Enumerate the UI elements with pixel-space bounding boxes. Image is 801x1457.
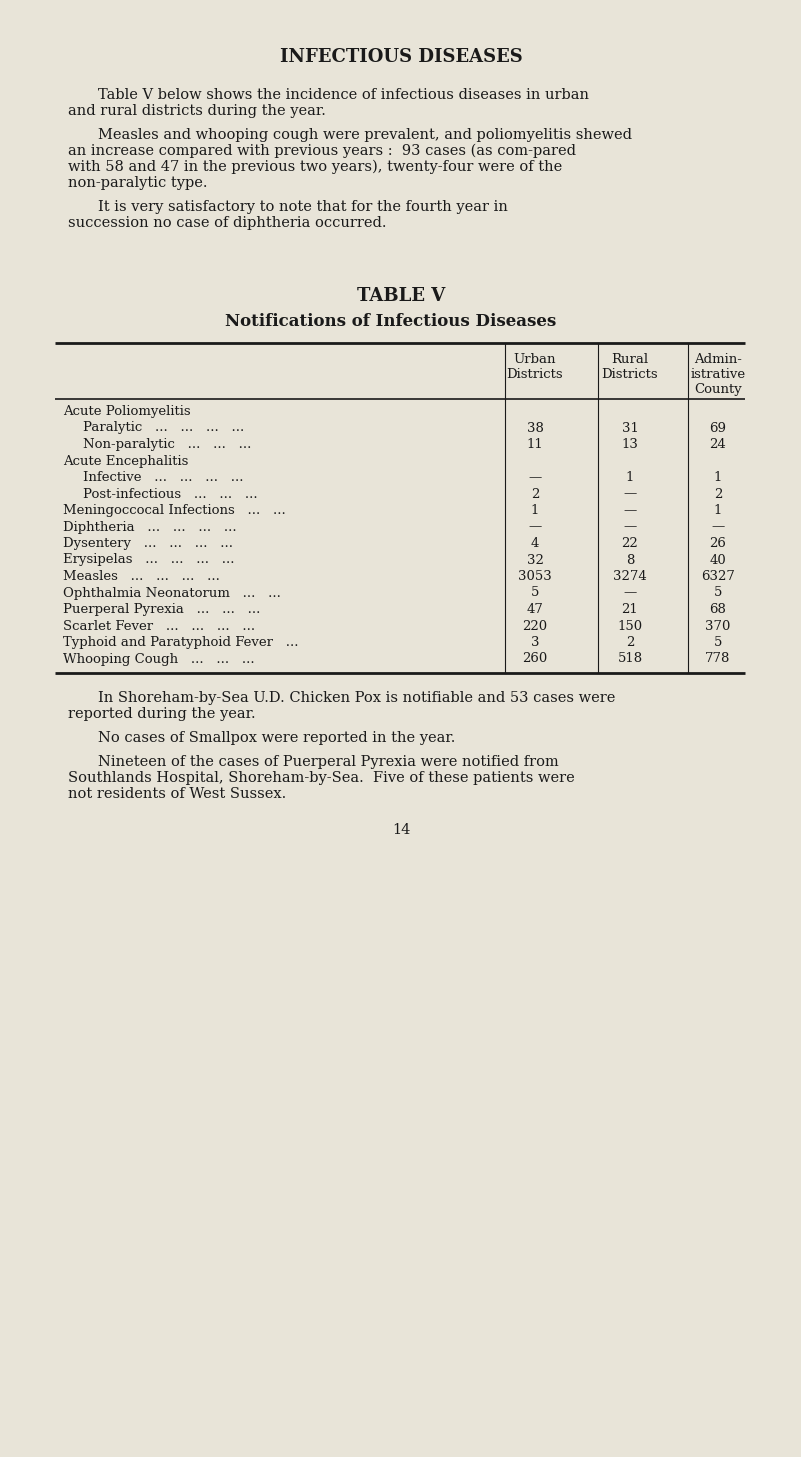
Text: and rural districts during the year.: and rural districts during the year. <box>68 103 326 118</box>
Text: 1: 1 <box>714 471 723 484</box>
Text: Whooping Cough   ...   ...   ...: Whooping Cough ... ... ... <box>63 653 255 666</box>
Text: Puerperal Pyrexia   ...   ...   ...: Puerperal Pyrexia ... ... ... <box>63 603 260 616</box>
Text: with 58 and 47 in the previous two years), twenty-four were of the: with 58 and 47 in the previous two years… <box>68 160 562 175</box>
Text: 1: 1 <box>626 471 634 484</box>
Text: 14: 14 <box>392 823 410 836</box>
Text: succession no case of diphtheria occurred.: succession no case of diphtheria occurre… <box>68 216 387 230</box>
Text: 3: 3 <box>531 637 539 648</box>
Text: No cases of Smallpox were reported in the year.: No cases of Smallpox were reported in th… <box>98 731 456 745</box>
Text: It is very satisfactory to note that for the fourth year in: It is very satisfactory to note that for… <box>98 200 508 214</box>
Text: 4: 4 <box>531 538 539 549</box>
Text: Post-infectious   ...   ...   ...: Post-infectious ... ... ... <box>83 488 258 501</box>
Text: not residents of West Sussex.: not residents of West Sussex. <box>68 787 286 801</box>
Text: 47: 47 <box>526 603 543 616</box>
Text: —: — <box>623 520 637 533</box>
Text: 260: 260 <box>522 653 548 666</box>
Text: Rural
Districts: Rural Districts <box>602 353 658 380</box>
Text: Diphtheria   ...   ...   ...   ...: Diphtheria ... ... ... ... <box>63 520 236 533</box>
Text: 40: 40 <box>710 554 727 567</box>
Text: Scarlet Fever   ...   ...   ...   ...: Scarlet Fever ... ... ... ... <box>63 619 256 632</box>
Text: Ophthalmia Neonatorum   ...   ...: Ophthalmia Neonatorum ... ... <box>63 587 281 599</box>
Text: 31: 31 <box>622 421 638 434</box>
Text: Acute Poliomyelitis: Acute Poliomyelitis <box>63 405 191 418</box>
Text: In Shoreham-by-Sea U.D. Chicken Pox is notifiable and 53 cases were: In Shoreham-by-Sea U.D. Chicken Pox is n… <box>98 691 615 705</box>
Text: INFECTIOUS DISEASES: INFECTIOUS DISEASES <box>280 48 522 66</box>
Text: —: — <box>529 520 541 533</box>
Text: Admin-
istrative
County: Admin- istrative County <box>690 353 746 396</box>
Text: 68: 68 <box>710 603 727 616</box>
Text: 38: 38 <box>526 421 543 434</box>
Text: 150: 150 <box>618 619 642 632</box>
Text: Erysipelas   ...   ...   ...   ...: Erysipelas ... ... ... ... <box>63 554 235 567</box>
Text: 32: 32 <box>526 554 543 567</box>
Text: TABLE V: TABLE V <box>357 287 445 305</box>
Text: 13: 13 <box>622 439 638 452</box>
Text: an increase compared with previous years :  93 cases (as com-pared: an increase compared with previous years… <box>68 144 576 159</box>
Text: 5: 5 <box>714 637 723 648</box>
Text: Notifications of Infectious Diseases: Notifications of Infectious Diseases <box>225 313 557 329</box>
Text: 3053: 3053 <box>518 570 552 583</box>
Text: 21: 21 <box>622 603 638 616</box>
Text: Urban
Districts: Urban Districts <box>507 353 563 380</box>
Text: 778: 778 <box>706 653 731 666</box>
Text: Acute Encephalitis: Acute Encephalitis <box>63 455 188 468</box>
Text: Measles   ...   ...   ...   ...: Measles ... ... ... ... <box>63 570 220 583</box>
Text: 2: 2 <box>714 488 723 501</box>
Text: 5: 5 <box>714 587 723 599</box>
Text: —: — <box>623 488 637 501</box>
Text: Southlands Hospital, Shoreham-by-Sea.  Five of these patients were: Southlands Hospital, Shoreham-by-Sea. Fi… <box>68 771 575 785</box>
Text: Infective   ...   ...   ...   ...: Infective ... ... ... ... <box>83 471 244 484</box>
Text: 1: 1 <box>714 504 723 517</box>
Text: 6327: 6327 <box>701 570 735 583</box>
Text: 8: 8 <box>626 554 634 567</box>
Text: Nineteen of the cases of Puerperal Pyrexia were notified from: Nineteen of the cases of Puerperal Pyrex… <box>98 755 559 769</box>
Text: reported during the year.: reported during the year. <box>68 707 256 721</box>
Text: 518: 518 <box>618 653 642 666</box>
Text: 26: 26 <box>710 538 727 549</box>
Text: Non-paralytic   ...   ...   ...: Non-paralytic ... ... ... <box>83 439 252 452</box>
Text: non-paralytic type.: non-paralytic type. <box>68 176 207 189</box>
Text: Paralytic   ...   ...   ...   ...: Paralytic ... ... ... ... <box>83 421 244 434</box>
Text: 5: 5 <box>531 587 539 599</box>
Text: 69: 69 <box>710 421 727 434</box>
Text: 11: 11 <box>526 439 543 452</box>
Text: —: — <box>711 520 725 533</box>
Text: Measles and whooping cough were prevalent, and poliomyelitis shewed: Measles and whooping cough were prevalen… <box>98 128 632 141</box>
Text: 370: 370 <box>706 619 731 632</box>
Text: —: — <box>529 471 541 484</box>
Text: 2: 2 <box>531 488 539 501</box>
Text: —: — <box>623 587 637 599</box>
Text: Meningoccocal Infections   ...   ...: Meningoccocal Infections ... ... <box>63 504 286 517</box>
Text: 2: 2 <box>626 637 634 648</box>
Text: Typhoid and Paratyphoid Fever   ...: Typhoid and Paratyphoid Fever ... <box>63 637 299 648</box>
Text: Dysentery   ...   ...   ...   ...: Dysentery ... ... ... ... <box>63 538 233 549</box>
Text: —: — <box>623 504 637 517</box>
Text: Table V below shows the incidence of infectious diseases in urban: Table V below shows the incidence of inf… <box>98 87 589 102</box>
Text: 1: 1 <box>531 504 539 517</box>
Text: 220: 220 <box>522 619 548 632</box>
Text: 22: 22 <box>622 538 638 549</box>
Text: 24: 24 <box>710 439 727 452</box>
Text: 3274: 3274 <box>613 570 647 583</box>
